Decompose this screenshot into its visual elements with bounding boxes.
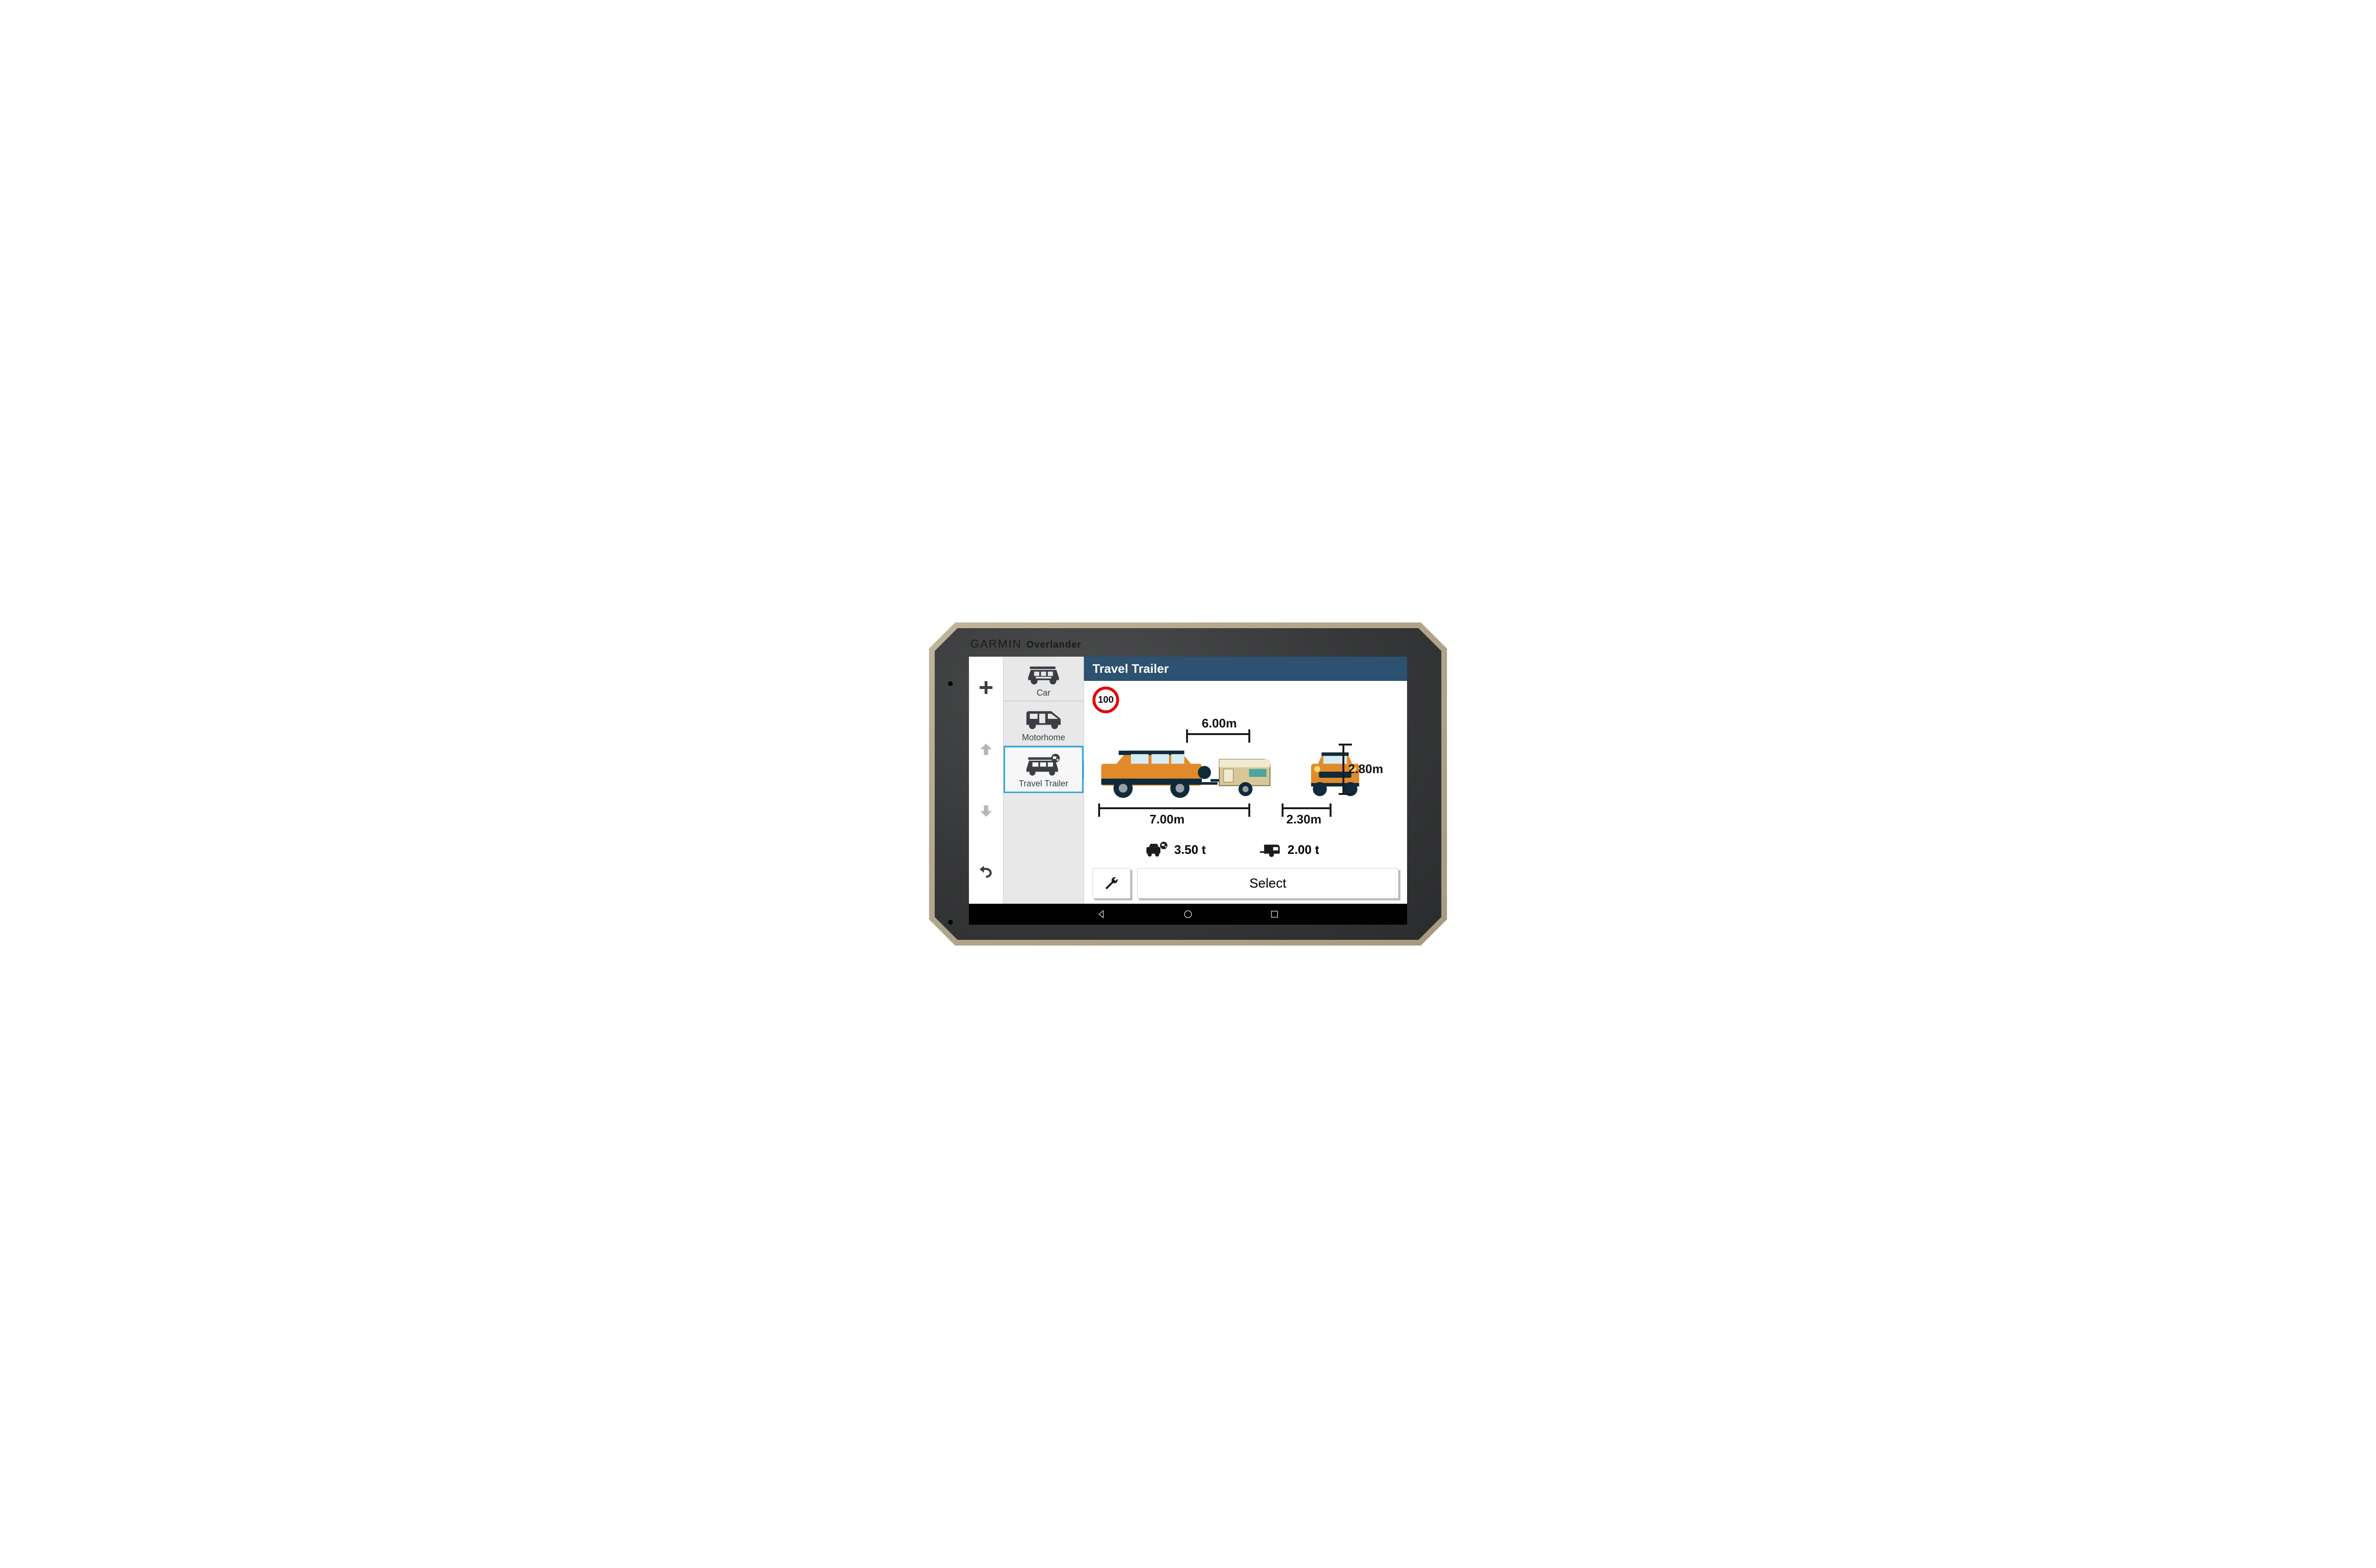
width-label: 2.30m: [1286, 812, 1322, 827]
weights-row: 3.50 t: [1092, 841, 1399, 859]
dimension-diagram: 6.00m 7.00m 2.30m 2.80m: [1092, 715, 1399, 839]
scroll-up-button[interactable]: [969, 718, 1003, 780]
trailer-weight-icon: [1258, 841, 1283, 859]
vehicle-item-label: Car: [1036, 688, 1050, 698]
controls-rail: [969, 657, 1003, 904]
select-button[interactable]: Select: [1137, 868, 1399, 899]
android-recents-icon: [1269, 909, 1280, 919]
vehicle-item-motorhome[interactable]: Motorhome: [1004, 701, 1083, 746]
android-back-icon: [1096, 909, 1107, 919]
device-shell: GARMIN Overlander: [929, 622, 1447, 946]
select-button-label: Select: [1249, 876, 1286, 891]
brand-garmin: GARMIN: [970, 638, 1022, 651]
combined-weight-value: 3.50 t: [1174, 842, 1206, 857]
screen: Car: [969, 657, 1407, 925]
speed-limit-value: 100: [1098, 695, 1113, 706]
car-trailer-weight-icon: [1145, 841, 1169, 859]
trailer-length-bracket: [1186, 733, 1250, 735]
add-button[interactable]: [969, 657, 1003, 718]
arrow-down-icon: [977, 803, 995, 820]
speed-limit-sign: 100: [1092, 687, 1119, 713]
brand-model: Overlander: [1026, 640, 1082, 650]
vehicle-item-car[interactable]: Car: [1004, 657, 1083, 701]
height-label: 2.80m: [1348, 762, 1383, 776]
android-recents-button[interactable]: [1269, 909, 1280, 919]
app-root: Car: [969, 657, 1407, 904]
trailer-length-label: 6.00m: [1202, 716, 1237, 731]
back-button[interactable]: [969, 842, 1003, 904]
device-brand: GARMIN Overlander: [970, 638, 1082, 651]
motorhome-icon: [1022, 705, 1065, 731]
trailer-weight-value: 2.00 t: [1288, 842, 1320, 857]
height-bracket: [1342, 744, 1344, 795]
plus-icon: [977, 679, 995, 696]
travel-trailer-icon: [1022, 751, 1065, 777]
vehicle-list: Car: [1003, 657, 1084, 904]
detail-pane: Travel Trailer 100: [1084, 657, 1407, 904]
scroll-down-button[interactable]: [969, 780, 1003, 842]
wrench-icon: [1103, 875, 1120, 891]
android-nav-bar: [969, 904, 1407, 925]
detail-footer: Select: [1084, 864, 1407, 904]
total-length-bracket: [1098, 807, 1250, 809]
vehicle-item-label: Travel Trailer: [1019, 779, 1068, 789]
vehicle-item-label: Motorhome: [1022, 733, 1065, 743]
trailer-weight: 2.00 t: [1258, 841, 1320, 859]
total-length-label: 7.00m: [1150, 812, 1185, 827]
android-home-icon: [1183, 909, 1193, 919]
detail-title: Travel Trailer: [1084, 657, 1407, 681]
sensor-dot: [948, 920, 953, 925]
undo-icon: [977, 864, 995, 881]
device-bezel: GARMIN Overlander: [935, 628, 1441, 940]
sensor-dot: [948, 681, 953, 686]
width-bracket: [1282, 807, 1332, 809]
vehicle-item-travel-trailer[interactable]: Travel Trailer: [1004, 746, 1083, 793]
android-home-button[interactable]: [1183, 909, 1193, 919]
settings-button[interactable]: [1092, 868, 1131, 899]
combined-weight: 3.50 t: [1145, 841, 1206, 859]
detail-body: 100: [1084, 681, 1407, 864]
arrow-up-icon: [977, 741, 995, 758]
android-back-button[interactable]: [1096, 909, 1107, 919]
car-icon: [1022, 660, 1065, 686]
